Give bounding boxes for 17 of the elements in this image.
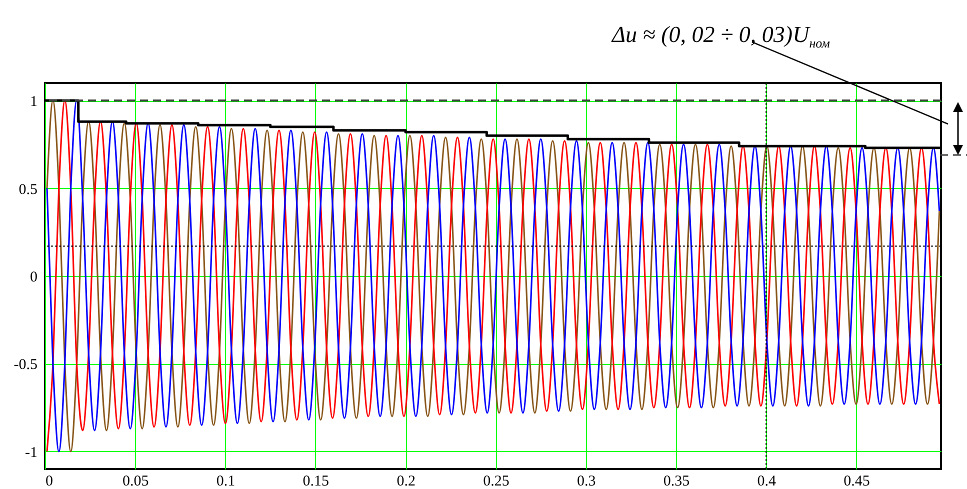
y-tick-label: 0 bbox=[30, 270, 38, 286]
x-tick-label: 0.15 bbox=[302, 474, 330, 489]
x-tick-label: 0.35 bbox=[663, 474, 690, 489]
x-tick-label: 0.05 bbox=[122, 474, 149, 489]
text: Δu ≈ (0, 02 ÷ 0, 03)U$_{ном}$ bbox=[612, 22, 830, 52]
x-tick-label: 0.2 bbox=[396, 474, 416, 489]
x-tick-label: 0.4 bbox=[757, 474, 776, 489]
y-tick-label: -1 bbox=[25, 444, 38, 461]
y-tick-label: 1 bbox=[30, 94, 38, 110]
line-series bbox=[46, 100, 940, 452]
y-tick-label: 0.5 bbox=[18, 182, 38, 198]
y-tick-label: -0.5 bbox=[14, 357, 38, 374]
x-tick-label: 0.1 bbox=[216, 474, 236, 489]
x-tick-label: 0.25 bbox=[483, 474, 510, 489]
x-tick-label: 0 bbox=[46, 474, 53, 489]
x-tick-label: 0.45 bbox=[844, 474, 870, 489]
x-tick-label: 0.3 bbox=[576, 474, 596, 489]
